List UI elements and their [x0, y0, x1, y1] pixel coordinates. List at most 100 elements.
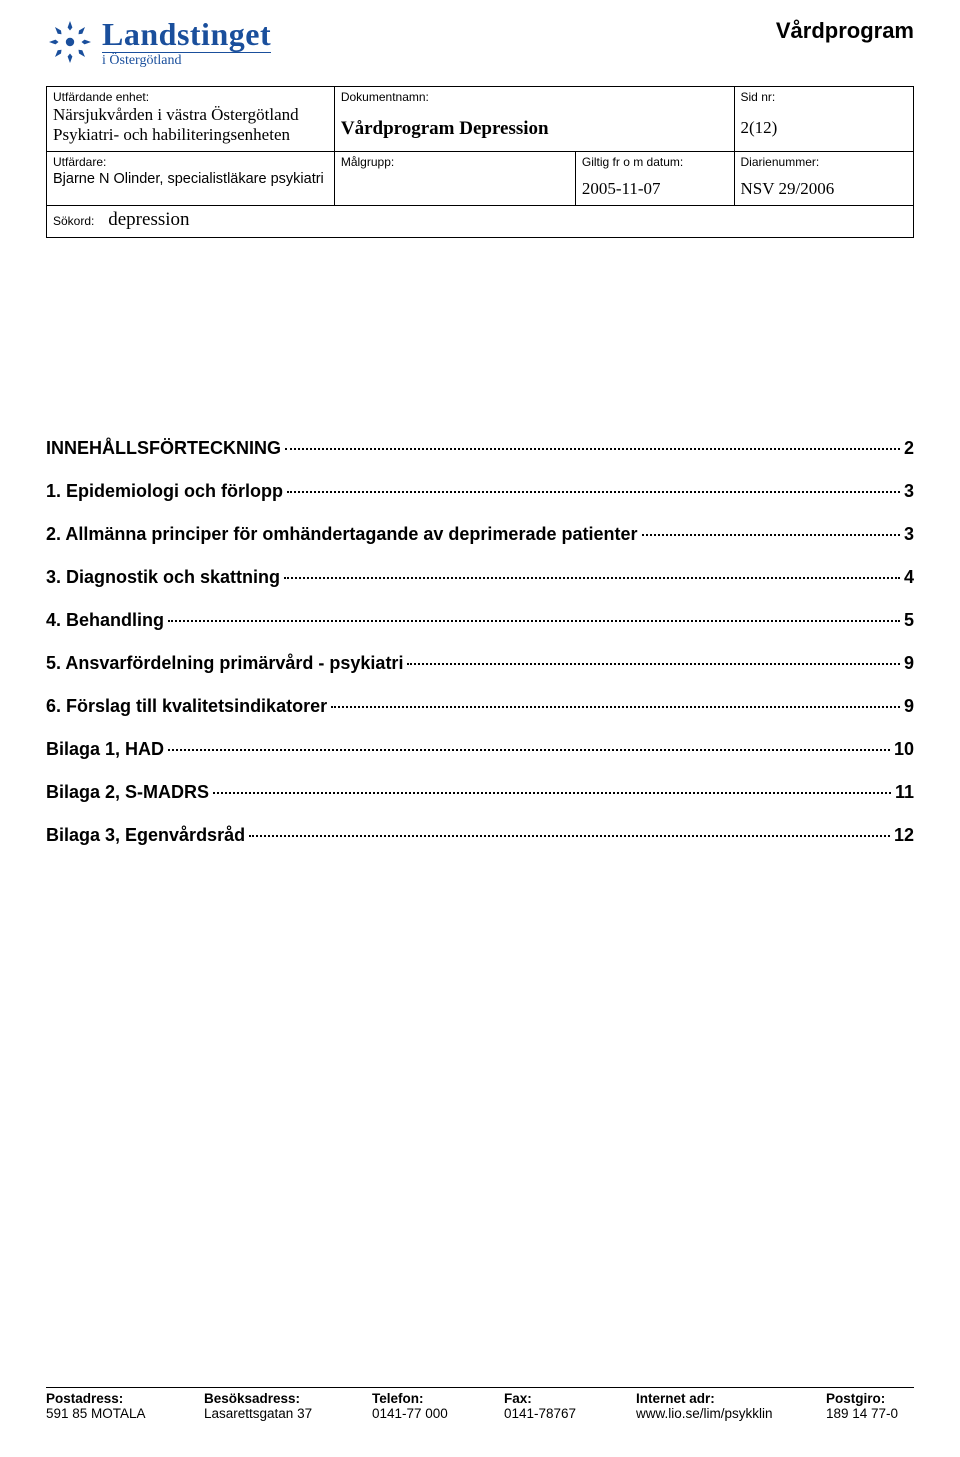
value: Vårdprogram Depression	[341, 118, 549, 139]
toc-item: 3. Diagnostik och skattning 4	[46, 567, 914, 588]
toc-page: 11	[895, 782, 914, 803]
label: Utfärdare:	[53, 155, 328, 169]
value: Psykiatri- och habiliteringsenheten	[53, 125, 290, 144]
footer-value: 0141-78767	[504, 1406, 636, 1421]
toc-item: 5. Ansvarfördelning primärvård - psykiat…	[46, 653, 914, 674]
toc-label: 4. Behandling	[46, 610, 164, 631]
footer-value: 591 85 MOTALA	[46, 1406, 204, 1421]
cell-giltig-value: 2005-11-07	[575, 176, 734, 206]
footer-heading: Fax:	[504, 1391, 636, 1406]
cell-sid-value: 2(12)	[734, 115, 913, 152]
footer-col-besoksadress: Besöksadress: Lasarettsgatan 37	[204, 1391, 372, 1421]
footer-col-postadress: Postadress: 591 85 MOTALA	[46, 1391, 204, 1421]
cell-utfardande-enhet: Utfärdande enhet: Närsjukvården i västra…	[47, 87, 335, 152]
table-row: Utfärdare: Bjarne N Olinder, specialistl…	[47, 152, 914, 177]
cell-dokumentnamn: Dokumentnamn:	[334, 87, 734, 115]
label: Sökord:	[53, 214, 94, 228]
toc-page: 12	[894, 825, 914, 846]
footer-value: 189 14 77-0	[826, 1406, 914, 1421]
toc-leader	[213, 792, 891, 794]
value: Bjarne N Olinder, specialistläkare psyki…	[53, 171, 324, 187]
footer-grid: Postadress: 591 85 MOTALA Besöksadress: …	[46, 1391, 914, 1421]
footer-rule	[46, 1387, 914, 1388]
toc-label: 3. Diagnostik och skattning	[46, 567, 280, 588]
toc-page: 9	[904, 653, 914, 674]
toc-leader	[284, 577, 900, 579]
label: Målgrupp:	[341, 155, 569, 169]
toc-item: 4. Behandling 5	[46, 610, 914, 631]
page-footer: Postadress: 591 85 MOTALA Besöksadress: …	[46, 1387, 914, 1421]
toc-page: 5	[904, 610, 914, 631]
logo-block: Landstinget i Östergötland	[46, 18, 271, 68]
toc-item: 6. Förslag till kvalitetsindikatorer 9	[46, 696, 914, 717]
cell-utfardare: Utfärdare: Bjarne N Olinder, specialistl…	[47, 152, 335, 206]
header-row: Landstinget i Östergötland Vårdprogram	[46, 18, 914, 68]
toc-page: 9	[904, 696, 914, 717]
value: 2005-11-07	[582, 179, 661, 198]
cell-sid-label: Sid nr:	[734, 87, 913, 115]
footer-heading: Internet adr:	[636, 1391, 826, 1406]
toc-item: Bilaga 3, Egenvårdsråd 12	[46, 825, 914, 846]
toc-label: Bilaga 1, HAD	[46, 739, 164, 760]
toc-page: 3	[904, 481, 914, 502]
toc-leader	[642, 534, 900, 536]
toc-label: 2. Allmänna principer för omhändertagand…	[46, 524, 638, 545]
label: Dokumentnamn:	[341, 90, 728, 104]
toc-leader	[331, 706, 900, 708]
label: Sid nr:	[741, 90, 907, 104]
table-row: Utfärdande enhet: Närsjukvården i västra…	[47, 87, 914, 115]
toc-label: Bilaga 3, Egenvårdsråd	[46, 825, 245, 846]
toc-item: 1. Epidemiologi och förlopp 3	[46, 481, 914, 502]
toc-leader	[287, 491, 900, 493]
toc-label: Bilaga 2, S-MADRS	[46, 782, 209, 803]
footer-col-fax: Fax: 0141-78767	[504, 1391, 636, 1421]
footer-col-internet: Internet adr: www.lio.se/lim/psykklin	[636, 1391, 826, 1421]
toc-leader	[168, 620, 900, 622]
logo-text: Landstinget i Östergötland	[102, 18, 271, 68]
logo-main-text: Landstinget	[102, 18, 271, 50]
page-category: Vårdprogram	[776, 18, 914, 44]
toc-label: 6. Förslag till kvalitetsindikatorer	[46, 696, 327, 717]
footer-heading: Postgiro:	[826, 1391, 914, 1406]
footer-heading: Besöksadress:	[204, 1391, 372, 1406]
label: Giltig fr o m datum:	[582, 155, 728, 169]
label: Utfärdande enhet:	[53, 90, 328, 104]
footer-heading: Postadress:	[46, 1391, 204, 1406]
toc-label: INNEHÅLLSFÖRTECKNING	[46, 438, 281, 459]
toc-page: 2	[904, 438, 914, 459]
toc-page: 4	[904, 567, 914, 588]
value: Närsjukvården i västra Östergötland	[53, 105, 299, 124]
cell-sokord: Sökord: depression	[47, 206, 914, 238]
toc-item: INNEHÅLLSFÖRTECKNING 2	[46, 438, 914, 459]
value: 2(12)	[741, 118, 778, 137]
footer-value: www.lio.se/lim/psykklin	[636, 1406, 826, 1421]
toc-leader	[285, 448, 900, 450]
logo-sub-text: i Östergötland	[102, 52, 271, 68]
footer-heading: Telefon:	[372, 1391, 504, 1406]
toc-item: Bilaga 1, HAD 10	[46, 739, 914, 760]
table-row: Sökord: depression	[47, 206, 914, 238]
toc-leader	[168, 749, 890, 751]
page: Landstinget i Östergötland Vårdprogram U…	[0, 0, 960, 1457]
table-of-contents: INNEHÅLLSFÖRTECKNING 2 1. Epidemiologi o…	[46, 438, 914, 846]
footer-col-postgiro: Postgiro: 189 14 77-0	[826, 1391, 914, 1421]
toc-page: 10	[894, 739, 914, 760]
landstinget-logo-icon	[46, 18, 94, 66]
toc-label: 5. Ansvarfördelning primärvård - psykiat…	[46, 653, 403, 674]
cell-malgrupp: Målgrupp:	[334, 152, 575, 206]
cell-diarie-value: NSV 29/2006	[734, 176, 913, 206]
cell-giltig-label: Giltig fr o m datum:	[575, 152, 734, 177]
toc-leader	[407, 663, 900, 665]
toc-page: 3	[904, 524, 914, 545]
toc-label: 1. Epidemiologi och förlopp	[46, 481, 283, 502]
value: NSV 29/2006	[741, 179, 835, 198]
cell-diarie-label: Diarienummer:	[734, 152, 913, 177]
footer-col-telefon: Telefon: 0141-77 000	[372, 1391, 504, 1421]
value: depression	[98, 209, 189, 230]
toc-item: Bilaga 2, S-MADRS 11	[46, 782, 914, 803]
toc-leader	[249, 835, 890, 837]
toc-item: 2. Allmänna principer för omhändertagand…	[46, 524, 914, 545]
footer-value: Lasarettsgatan 37	[204, 1406, 372, 1421]
footer-value: 0141-77 000	[372, 1406, 504, 1421]
label: Diarienummer:	[741, 155, 907, 169]
